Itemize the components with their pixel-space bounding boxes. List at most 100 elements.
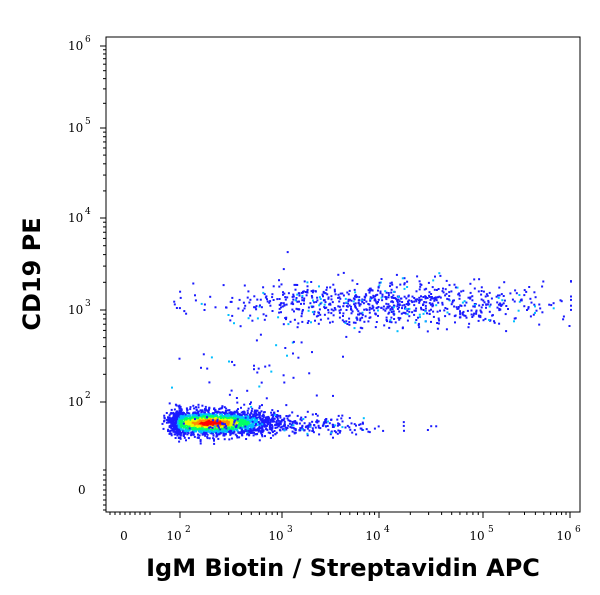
- event-dot: [356, 308, 359, 311]
- event-dot: [420, 298, 423, 301]
- event-dot: [348, 304, 351, 307]
- event-dot: [256, 317, 259, 320]
- event-dot: [483, 301, 486, 304]
- event-dot: [393, 318, 396, 320]
- event-dot: [233, 425, 236, 428]
- event-dot: [568, 325, 571, 327]
- event-dot: [233, 322, 235, 325]
- event-dot: [523, 294, 526, 297]
- event-dot: [236, 418, 239, 421]
- event-dot: [391, 308, 394, 311]
- event-dot: [195, 430, 197, 433]
- event-dot: [367, 320, 370, 323]
- event-dot: [264, 296, 267, 299]
- event-dot: [268, 417, 270, 420]
- event-dot: [322, 299, 325, 302]
- event-dot: [186, 415, 189, 418]
- event-dot: [232, 419, 235, 422]
- event-dot: [392, 310, 395, 313]
- event-dot: [178, 419, 181, 422]
- event-dot: [387, 296, 390, 299]
- event-dot: [363, 308, 366, 311]
- event-dot: [208, 426, 211, 429]
- event-dot: [232, 416, 235, 419]
- event-dot: [312, 289, 315, 292]
- event-dot: [245, 421, 248, 424]
- event-dot: [350, 312, 353, 315]
- event-dot: [291, 341, 294, 344]
- event-dot: [423, 301, 426, 303]
- event-dot: [208, 430, 211, 433]
- event-dot: [260, 419, 263, 422]
- event-dot: [165, 412, 168, 414]
- event-dot: [250, 410, 253, 412]
- event-dot: [502, 295, 505, 297]
- event-dot: [349, 428, 352, 431]
- event-dot: [403, 282, 406, 285]
- event-dot: [195, 406, 197, 409]
- event-dot: [355, 296, 358, 299]
- event-dot: [175, 418, 178, 420]
- event-dot: [424, 307, 427, 310]
- event-dot: [255, 414, 258, 417]
- event-dot: [222, 420, 225, 423]
- event-dot: [266, 300, 269, 303]
- event-dot: [306, 410, 309, 413]
- event-dot: [187, 432, 190, 435]
- event-dot: [253, 411, 256, 414]
- event-dot: [460, 304, 463, 307]
- event-dot: [446, 311, 449, 314]
- event-dot: [401, 304, 404, 307]
- event-dot: [229, 423, 232, 426]
- event-dot: [204, 428, 207, 430]
- event-dot: [215, 425, 218, 428]
- event-dot: [228, 409, 231, 412]
- event-dot: [403, 429, 405, 432]
- event-dot: [354, 295, 356, 298]
- event-dot: [266, 416, 269, 419]
- event-dot: [263, 318, 266, 321]
- event-dot: [262, 313, 265, 316]
- event-dot: [266, 421, 269, 424]
- event-dot: [308, 422, 311, 425]
- event-dot: [201, 409, 204, 412]
- event-dot: [282, 293, 284, 296]
- event-dot: [375, 307, 378, 310]
- event-dot: [258, 405, 261, 408]
- event-dot: [270, 414, 273, 417]
- event-dot: [173, 423, 176, 426]
- event-dot: [550, 304, 553, 307]
- event-dot: [184, 424, 186, 427]
- event-dot: [431, 305, 434, 308]
- event-dot: [307, 306, 310, 309]
- event-dot: [179, 423, 182, 426]
- event-dot: [278, 429, 281, 432]
- event-dot: [416, 298, 419, 301]
- event-dot: [270, 418, 273, 421]
- event-dot: [256, 413, 259, 416]
- event-dot: [327, 428, 330, 431]
- event-dot: [435, 304, 438, 307]
- event-dot: [388, 305, 391, 308]
- event-dot: [420, 308, 423, 311]
- event-dot: [570, 308, 572, 311]
- event-dot: [197, 414, 200, 417]
- event-dot: [327, 317, 330, 320]
- event-dot: [237, 307, 240, 310]
- event-dot: [271, 409, 274, 412]
- event-dot: [247, 317, 250, 320]
- event-dot: [230, 411, 233, 414]
- event-dot: [499, 302, 502, 305]
- event-dot: [239, 432, 242, 435]
- event-dot: [274, 427, 277, 429]
- event-dot: [296, 293, 299, 296]
- event-dot: [296, 326, 299, 329]
- event-dot: [498, 322, 501, 325]
- event-dot: [542, 280, 545, 283]
- event-dot: [396, 303, 399, 306]
- event-dot: [275, 414, 278, 416]
- event-dot: [325, 288, 328, 291]
- event-dot: [361, 421, 364, 424]
- event-dot: [488, 319, 491, 321]
- event-dot: [463, 304, 466, 307]
